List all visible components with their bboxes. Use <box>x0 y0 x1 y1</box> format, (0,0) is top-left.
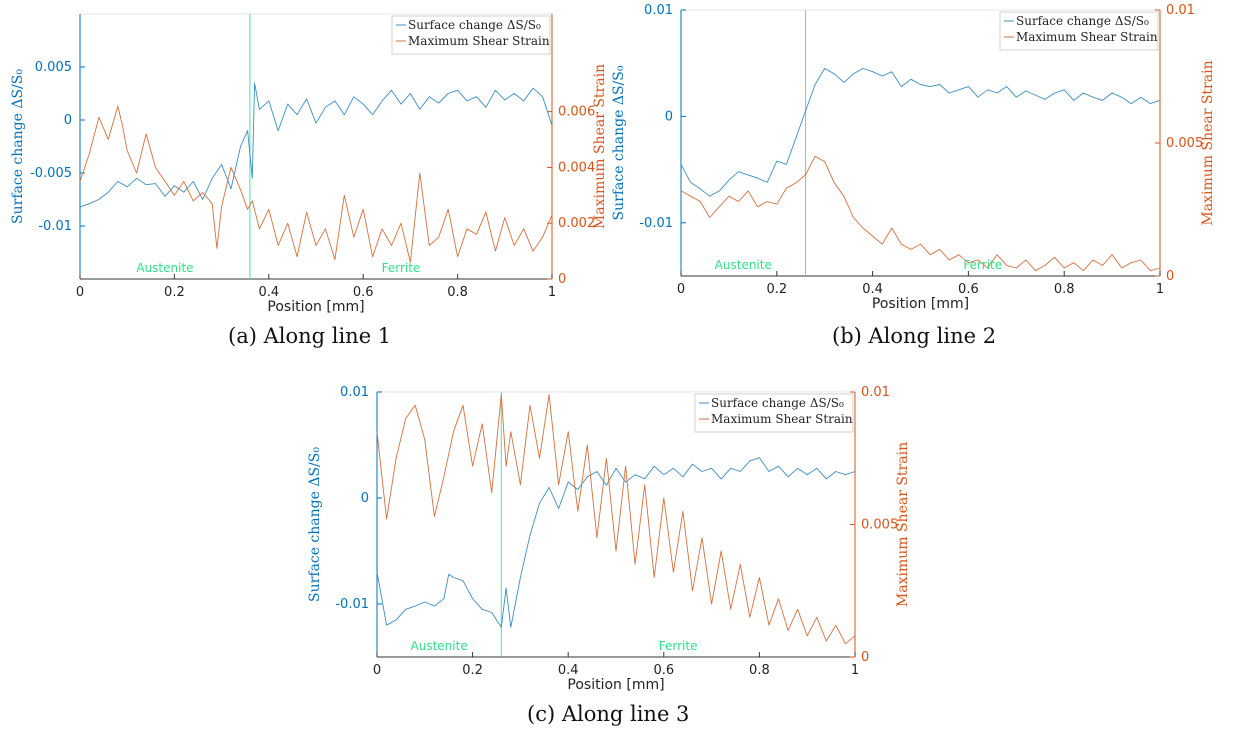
x-tick-label: 0.4 <box>258 285 279 300</box>
x-tick-label: 0 <box>76 285 84 300</box>
region-label-ferrite: Ferrite <box>382 261 421 275</box>
left-axis-label: Surface change ΔS/S₀ <box>307 447 323 602</box>
shear-strain-line <box>680 155 1161 272</box>
left-tick-label: -0.005 <box>30 166 72 181</box>
left-tick-label: -0.01 <box>639 216 673 231</box>
chart-a: 0 0.2 0.4 0.6 0.8 1 Position [mm] 0.005 0 -0.005 -… <box>10 13 608 315</box>
left-tick-label: 0.005 <box>35 60 72 75</box>
right-tick-label: 0.01 <box>1166 3 1195 18</box>
surface-change-line <box>79 82 553 208</box>
x-tick-label: 1 <box>1156 282 1164 297</box>
chart-panel-a: 0 0.2 0.4 0.6 0.8 1 Position [mm] 0.005 0 -0.005 -… <box>0 0 620 360</box>
x-tick-label: 0.6 <box>958 282 979 297</box>
x-tick-label: 1 <box>851 663 859 678</box>
x-tick-label: 0.2 <box>462 663 483 678</box>
right-tick-label: 0 <box>1166 269 1174 284</box>
chart-panel-c: 0 0.2 0.4 0.6 0.8 1 Position [mm] 0.01 0 -0.01 0 0.… <box>300 382 940 738</box>
left-axis-label: Surface change ΔS/S₀ <box>10 69 26 224</box>
x-tick-label: 0.6 <box>653 663 674 678</box>
left-tick-label: -0.01 <box>335 597 369 612</box>
legend-item: Maximum Shear Strain <box>408 34 550 48</box>
legend-item: Maximum Shear Strain <box>711 412 853 426</box>
right-tick-label: 0 <box>558 272 566 287</box>
caption-a: (a) Along line 1 <box>228 324 392 348</box>
right-tick-label: 0.005 <box>1166 136 1203 151</box>
right-tick-label: 0.01 <box>861 385 890 400</box>
x-tick-label: 0 <box>373 663 381 678</box>
left-axis-label: Surface change ΔS/S₀ <box>611 65 627 220</box>
surface-change-line <box>376 457 856 628</box>
legend-item: Surface change ΔS/S₀ <box>711 396 844 410</box>
chart-c: 0 0.2 0.4 0.6 0.8 1 Position [mm] 0.01 0 -0.01 0 0.… <box>307 385 911 693</box>
x-tick-label: 0.8 <box>1054 282 1075 297</box>
left-tick-label: 0.01 <box>644 3 673 18</box>
x-tick-label: 0.8 <box>447 285 468 300</box>
x-tick-label: 0 <box>677 282 685 297</box>
left-tick-label: 0 <box>64 113 72 128</box>
shear-strain-line <box>79 105 553 263</box>
region-label-ferrite: Ferrite <box>963 258 1002 272</box>
region-label-austenite: Austenite <box>411 639 468 653</box>
right-tick-label: 0 <box>861 650 869 665</box>
x-tick-label: 0.8 <box>749 663 770 678</box>
x-axis-label: Position [mm] <box>872 296 969 312</box>
left-tick-label: 0.01 <box>340 385 369 400</box>
x-axis-label: Position [mm] <box>567 677 664 693</box>
right-axis-label: Maximum Shear Strain <box>1200 60 1216 225</box>
legend-item: Surface change ΔS/S₀ <box>408 18 541 32</box>
chart-b: 0 0.2 0.4 0.6 0.8 1 Position [mm] 0.01 0 -0.01 0 0.… <box>611 3 1216 312</box>
left-tick-label: 0 <box>361 491 369 506</box>
legend-box <box>999 11 1159 51</box>
region-label-ferrite: Ferrite <box>659 639 698 653</box>
right-tick-label: 0.002 <box>558 216 595 231</box>
legend-box <box>694 393 854 433</box>
right-tick-label: 0.006 <box>558 105 595 120</box>
x-tick-label: 1 <box>548 285 556 300</box>
right-axis-label: Maximum Shear Strain <box>592 64 608 229</box>
legend-box <box>391 15 551 55</box>
x-tick-label: 0.4 <box>558 663 579 678</box>
right-tick-label: 0.005 <box>861 518 898 533</box>
surface-change-line <box>680 68 1161 197</box>
x-tick-label: 0.4 <box>862 282 883 297</box>
legend-item: Surface change ΔS/S₀ <box>1016 14 1149 28</box>
x-tick-label: 0.2 <box>766 282 787 297</box>
legend-item: Maximum Shear Strain <box>1016 30 1158 44</box>
chart-panel-b: 0 0.2 0.4 0.6 0.8 1 Position [mm] 0.01 0 -0.01 0 0.… <box>611 0 1233 360</box>
right-axis-label: Maximum Shear Strain <box>895 442 911 607</box>
region-label-austenite: Austenite <box>715 258 772 272</box>
left-tick-label: -0.01 <box>38 219 72 234</box>
caption-b: (b) Along line 2 <box>832 324 997 348</box>
shear-strain-line <box>376 394 856 645</box>
caption-c: (c) Along line 3 <box>527 702 690 726</box>
x-tick-label: 0.6 <box>353 285 374 300</box>
region-label-austenite: Austenite <box>136 261 193 275</box>
right-tick-label: 0.004 <box>558 160 595 175</box>
left-tick-label: 0 <box>665 109 673 124</box>
x-tick-label: 0.2 <box>164 285 185 300</box>
x-axis-label: Position [mm] <box>267 299 364 315</box>
